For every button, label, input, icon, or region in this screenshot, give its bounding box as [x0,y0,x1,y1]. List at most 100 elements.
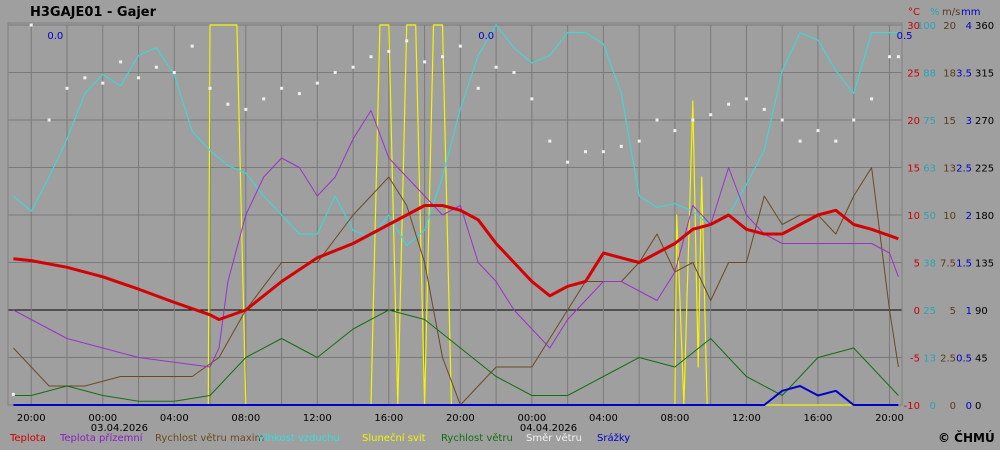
axis-tick-humidity: 38 [923,259,936,270]
wind-direction-point [458,44,462,48]
date-label: 03.04.2026 [91,423,148,434]
plot-grid [7,22,903,406]
wind-direction-point [601,150,605,154]
wind-direction-point [476,86,480,90]
wind-direction-point [673,129,677,133]
wind-direction-point [297,92,301,96]
wind-direction-point [619,144,623,148]
precip-sum-label: 0.0 [47,31,63,42]
legend-item: Směr větru [526,433,582,444]
axis-tick-wind: 5 [950,306,956,317]
axis-tick-precip: 0.5 [956,354,972,365]
legend-item: Teplota [10,433,46,444]
x-tick-label: 16:00 [804,413,833,424]
axis-tick-temperature: 5 [914,259,920,270]
axis-tick-temperature: 25 [907,69,920,80]
precipitation-line [13,385,899,406]
wind-direction-point [154,65,158,69]
x-tick-label: 20:00 [446,413,475,424]
axis-tick-temperature: 20 [907,116,920,127]
legend-item: Vlhkost vzduchu [258,433,340,444]
wind-direction-point [280,86,284,90]
axis-tick-precip: 2.5 [956,164,972,175]
axis-tick-wind: 7.5 [940,259,956,270]
axis-tick-humidity: 75 [923,116,936,127]
unit-mm: mm [961,7,980,18]
wind-direction-point [727,102,731,106]
wind-direction-point [494,65,498,69]
axis-tick-precip: 4 [966,21,972,32]
wind-direction-point [172,71,176,74]
axis-tick-direction: 360 [975,21,994,32]
wind-direction-point [870,97,874,101]
wind-direction-point [530,97,534,101]
wind-direction-point [65,86,69,90]
axis-tick-temperature: 30 [907,21,920,32]
wind-direction-point [548,139,552,143]
wind-direction-point [29,23,33,27]
wind-direction-point [405,39,409,43]
axis-tick-humidity: 63 [923,164,936,175]
axis-tick-wind: 13 [943,164,956,175]
series-layer: 0.0 0.0 0.5 [11,23,913,406]
axis-tick-wind: 2.5 [940,354,956,365]
wind-direction-point [655,118,659,122]
wind-speed-line [13,309,899,402]
axis-tick-direction: 135 [975,259,994,270]
x-tick-label: 20:00 [875,413,904,424]
humidity-line [13,24,899,246]
axis-tick-wind: 10 [943,211,956,222]
legend-item: Sluneční svit [362,433,426,444]
axis-tick-temperature: 0 [914,306,920,317]
wind-direction-point [47,118,51,122]
legend-item: Rychlost větru maxim [155,433,265,444]
wind-direction-point [584,150,587,154]
wind-direction-point [566,160,570,164]
axis-tick-humidity: 13 [923,354,936,365]
axis-tick-direction: 270 [975,116,994,127]
axis-tick-precip: 0 [966,401,972,412]
wind-direction-point [423,60,427,64]
chart-title: H3GAJE01 - Gajer [30,5,157,20]
axis-tick-precip: 3.5 [956,69,972,80]
wind-direction-point [709,113,713,117]
wind-direction-point [83,76,87,80]
axis-tick-humidity: 0 [930,401,936,412]
x-tick-label: 08:00 [661,413,690,424]
wind-direction-point [315,81,319,85]
precip-sum-label: 0.0 [478,31,494,42]
wind-direction-point [852,118,856,122]
unit-celsius: °C [908,7,920,18]
axis-tick-precip: 1.5 [956,259,972,270]
axis-tick-direction: 180 [975,211,994,222]
wind-direction-point [208,86,212,90]
wind-direction-point [262,97,266,101]
wind-direction-point [512,71,516,74]
axis-tick-precip: 1 [966,306,972,317]
wind-direction-point [244,107,248,111]
wind-direction-point [744,97,748,101]
wind-direction-point [816,129,820,133]
wind-gust-line [13,167,899,406]
axis-tick-direction: 0 [975,401,981,412]
wind-direction-point [798,139,802,143]
precip-sum-label: 0.5 [897,31,913,42]
axis-tick-humidity: 25 [923,306,936,317]
x-tick-label: 16:00 [374,413,403,424]
axis-tick-precip: 2 [966,211,972,222]
x-tick-label: 00:00 [517,413,546,424]
x-tick-label: 12:00 [732,413,761,424]
wind-direction-point [333,71,337,74]
axis-tick-wind: 18 [943,69,956,80]
legend-item: Rychlost větru [441,433,513,444]
x-tick-label: 08:00 [231,413,260,424]
wind-direction-point [834,139,838,143]
wind-direction-point [351,65,355,69]
legend-item: Teplota přízemní [60,433,143,444]
unit-percent: % [930,7,940,18]
x-tick-label: 12:00 [303,413,332,424]
wind-direction-point [780,118,784,122]
axis-tick-precip: 3 [966,116,972,127]
axis-tick-humidity: 100 [917,21,936,32]
temperature-line [13,204,899,321]
